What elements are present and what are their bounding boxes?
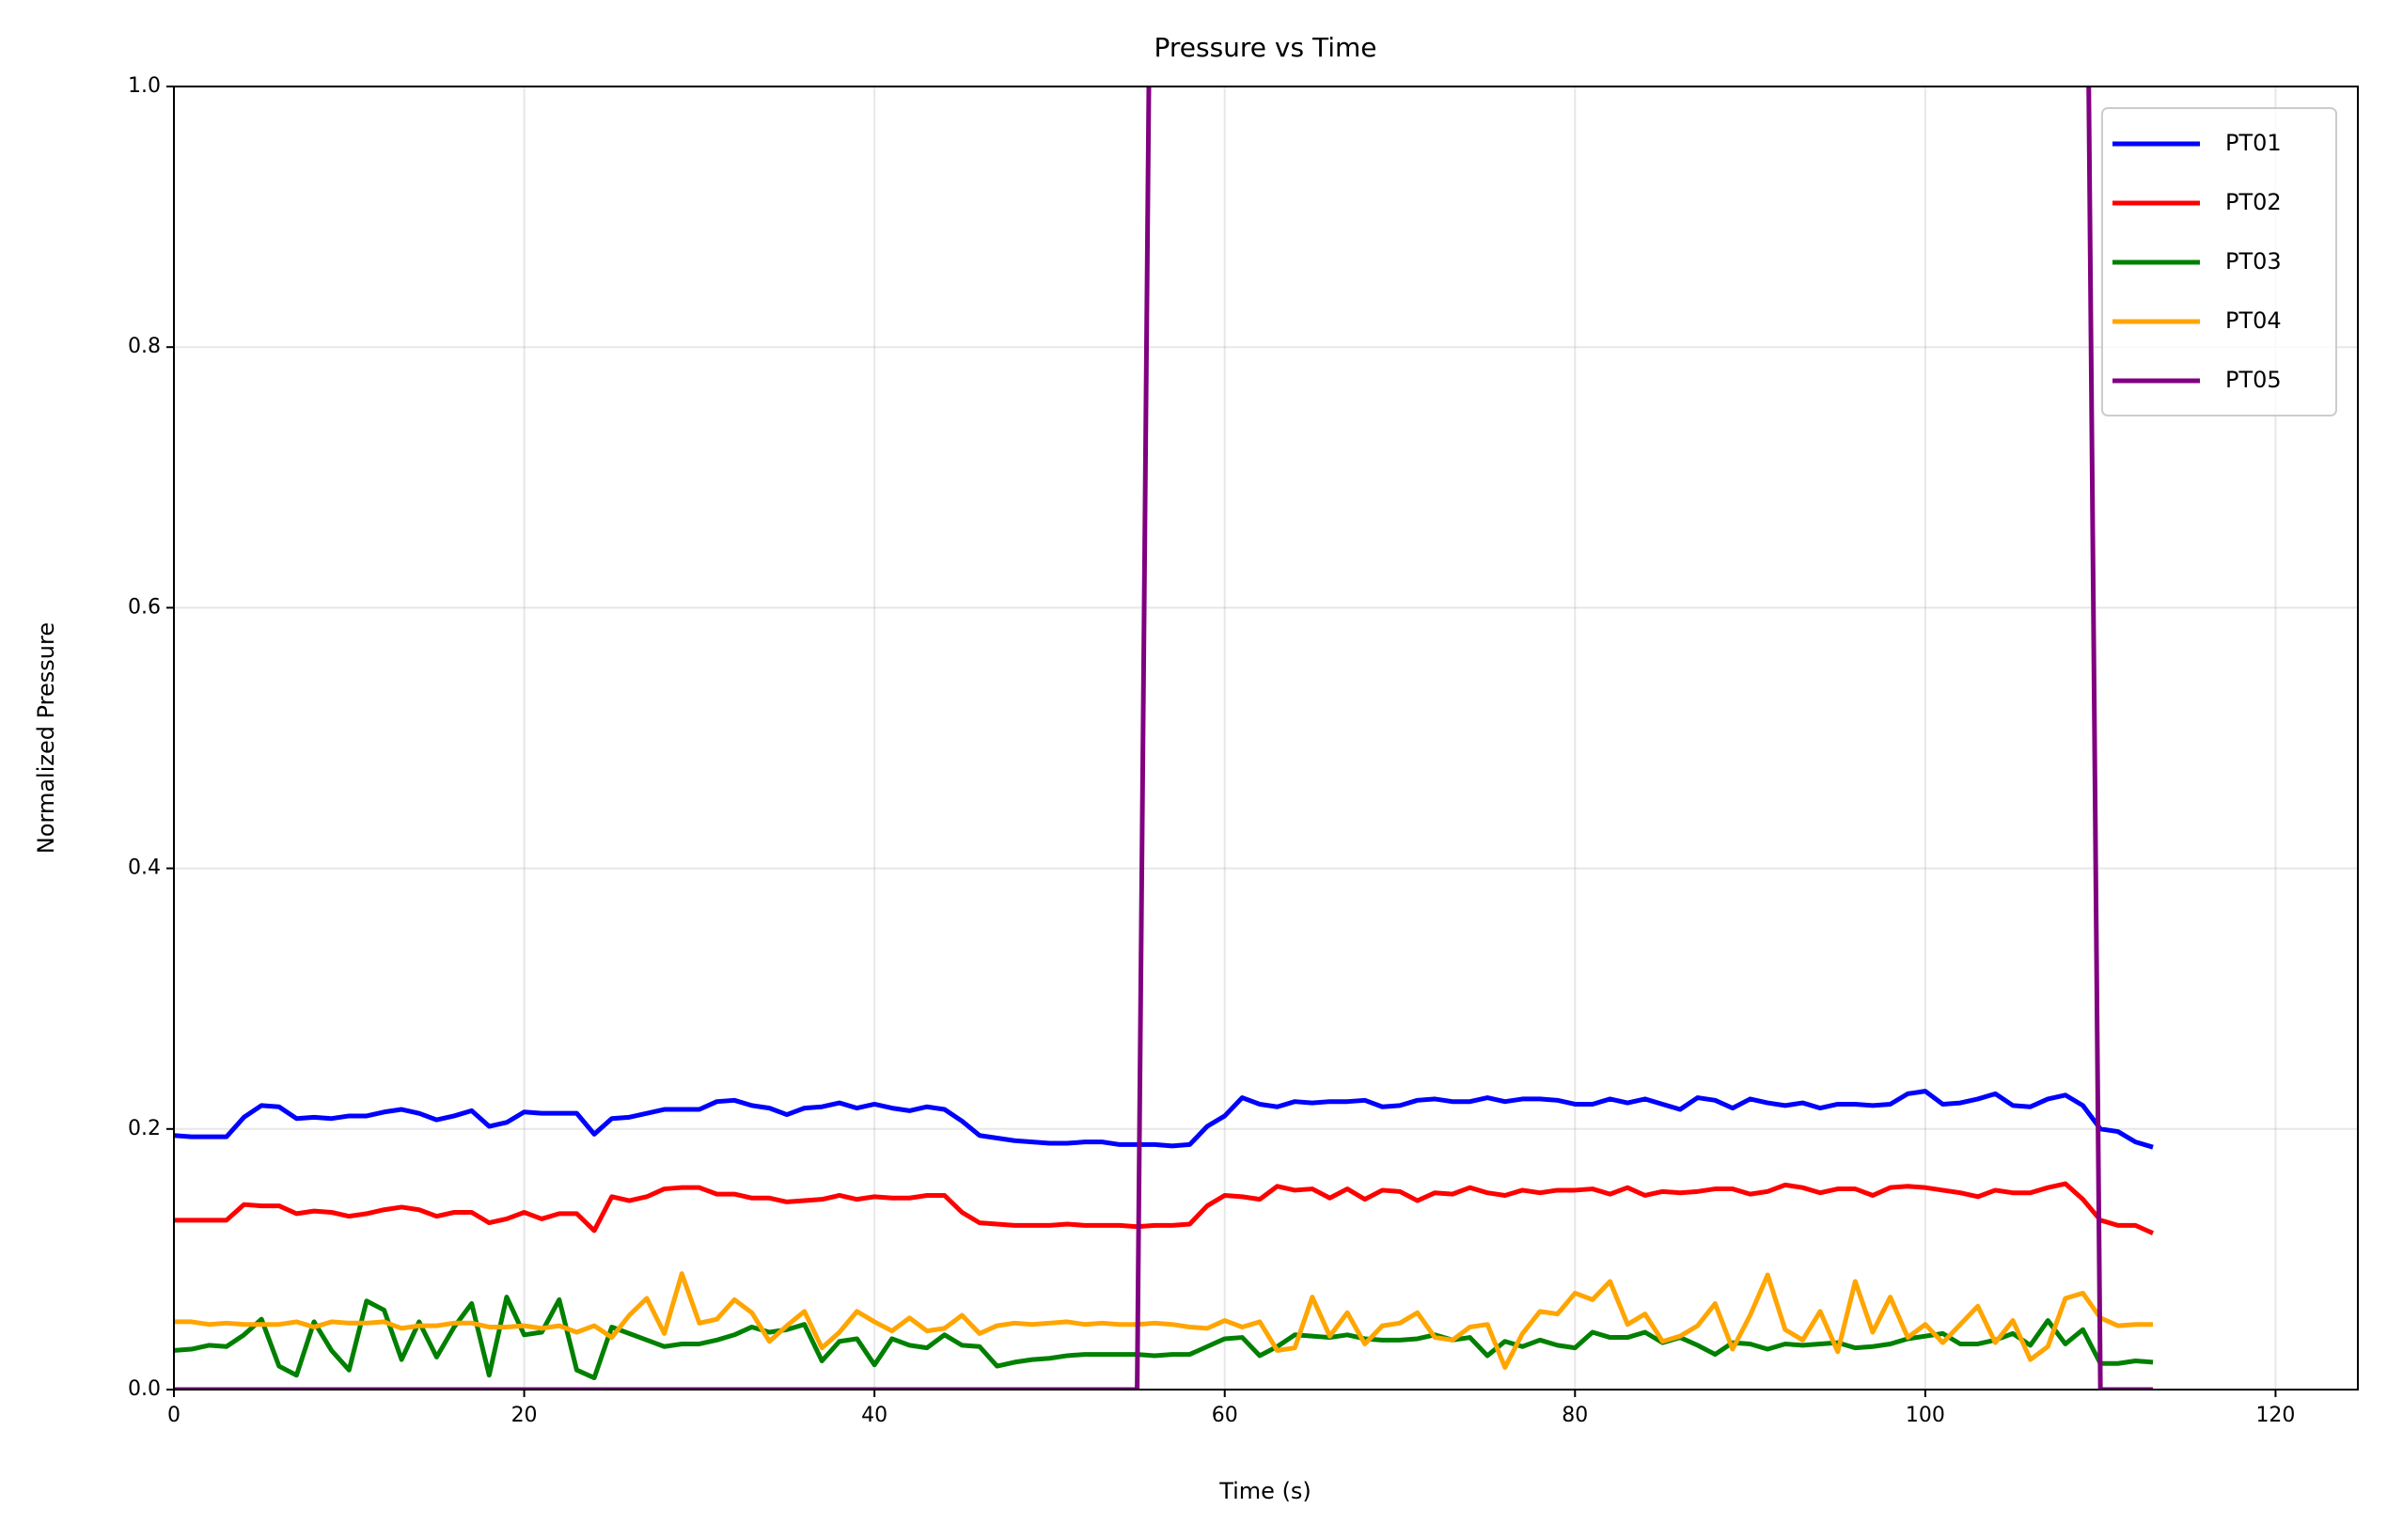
y-tick-label: 0.8 xyxy=(128,335,161,358)
x-tick-label: 80 xyxy=(1562,1404,1588,1427)
legend-label: PT01 xyxy=(2225,130,2282,156)
x-tick-label: 20 xyxy=(511,1404,538,1427)
legend-label: PT03 xyxy=(2225,248,2282,275)
ticks: 0 20 40 60 80 100 120 0.0 0.2 0.4 0.6 0.8 1.0 xyxy=(128,74,2295,1427)
legend: PT01 PT02 PT03 PT04 PT05 xyxy=(2101,107,2337,416)
legend-label: PT04 xyxy=(2225,307,2282,334)
legend-label: PT05 xyxy=(2225,367,2282,393)
y-tick-label: 0.2 xyxy=(128,1117,161,1140)
y-tick-label: 0.6 xyxy=(128,595,161,619)
y-tick-label: 0.0 xyxy=(128,1377,161,1401)
series-line xyxy=(174,1295,2154,1381)
chart-title: Pressure vs Time xyxy=(1154,32,1376,63)
y-tick-label: 0.4 xyxy=(128,856,161,880)
x-tick-label: 120 xyxy=(2255,1404,2295,1427)
y-tick-label: 1.0 xyxy=(128,74,161,98)
series-line xyxy=(174,1181,2155,1235)
x-tick-label: 40 xyxy=(861,1404,887,1427)
x-axis-label: Time (s) xyxy=(1218,1478,1311,1504)
x-tick-label: 0 xyxy=(167,1404,181,1427)
plot-frame xyxy=(173,86,2359,1391)
legend-box xyxy=(2101,107,2337,416)
x-tick-label: 60 xyxy=(1212,1404,1238,1427)
series-line xyxy=(174,1089,2154,1150)
plot-lines xyxy=(174,86,2155,1390)
series-line xyxy=(174,1271,2154,1370)
x-tick-label: 100 xyxy=(1906,1404,1945,1427)
legend-label: PT02 xyxy=(2225,189,2282,215)
y-axis-label: Normalized Pressure xyxy=(33,622,59,854)
